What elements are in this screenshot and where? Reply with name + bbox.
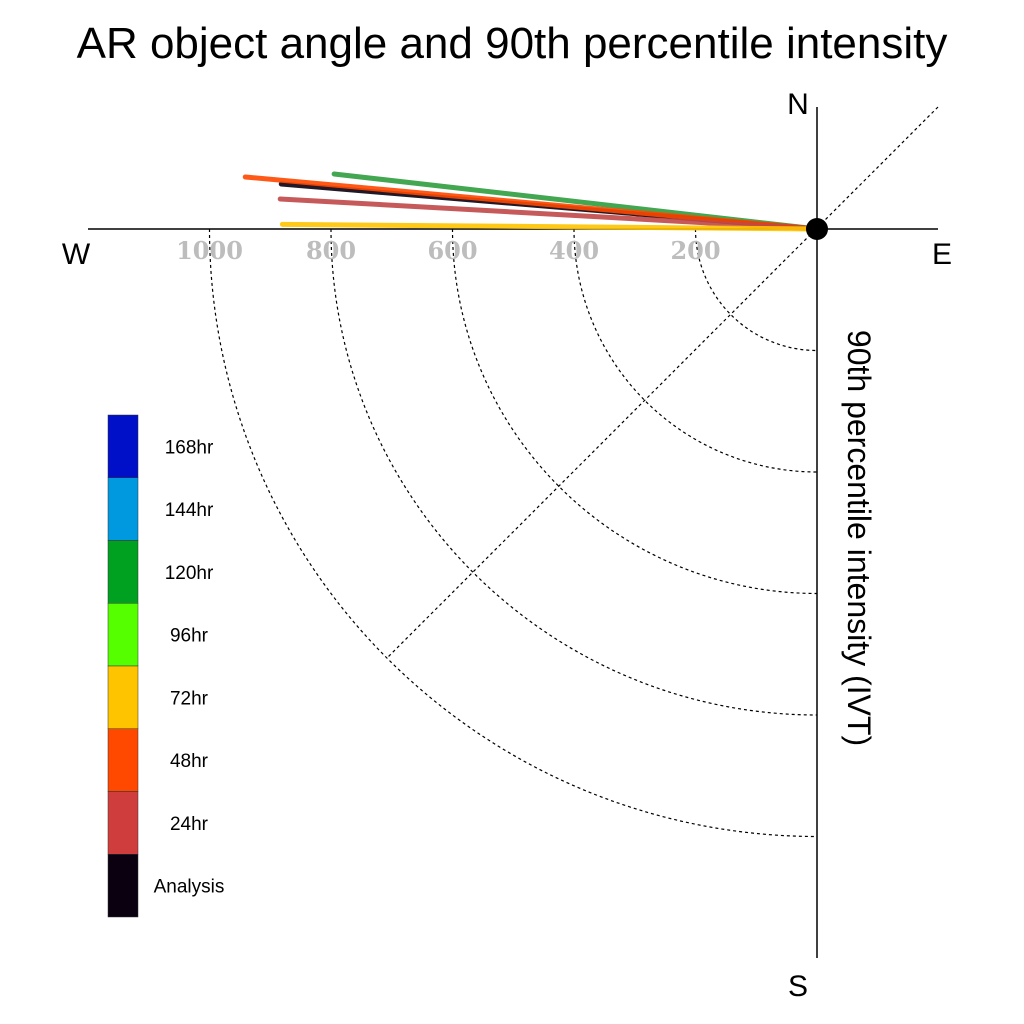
radial-tick-label: 800	[306, 236, 356, 265]
y-axis-label: 90th percentile intensity (IVT)	[841, 330, 877, 746]
radial-tick-labels: 200 400 600 800 1000	[176, 236, 720, 265]
legend-swatch-48hr	[107, 728, 139, 792]
vector-24hr	[277, 196, 820, 232]
vector-48hr	[242, 174, 820, 232]
legend: 168hr 144hr 120hr 96hr 72hr 48hr 24hr Analysis	[107, 414, 225, 918]
legend-swatch-120hr	[107, 540, 139, 604]
legend-label: 48hr	[170, 751, 209, 772]
vector-72hr	[279, 221, 820, 232]
compass-north-label: N	[787, 88, 809, 121]
radial-tick-label: 600	[427, 236, 477, 265]
compass-south-label: S	[788, 970, 808, 1003]
radial-grid-arc-600	[451, 228, 818, 595]
radial-grid-arc-1000	[208, 228, 818, 838]
legend-label: 72hr	[170, 688, 209, 709]
radial-grid-arc-400	[573, 228, 818, 473]
legend-label: 144hr	[165, 500, 214, 521]
origin-marker	[806, 218, 828, 240]
legend-label: 96hr	[170, 626, 209, 647]
radial-grid-arc-800	[330, 228, 818, 716]
legend-swatch-24hr	[107, 791, 139, 855]
radial-tick-label: 1000	[176, 236, 243, 265]
radial-tick-label: 200	[670, 236, 720, 265]
legend-swatch-72hr	[107, 665, 139, 729]
radial-grid-arc-200	[694, 228, 818, 352]
legend-swatch-144hr	[107, 477, 139, 541]
intensity-vectors	[242, 171, 820, 232]
diagonal-reference-line	[387, 106, 939, 658]
legend-label: Analysis	[154, 877, 225, 898]
radial-grid	[208, 228, 818, 838]
legend-swatch-168hr	[107, 414, 139, 478]
compass-east-label: E	[932, 238, 952, 271]
compass-west-label: W	[62, 238, 91, 271]
radial-tick-label: 400	[549, 236, 599, 265]
legend-swatch-analysis	[107, 854, 139, 918]
legend-swatch-96hr	[107, 603, 139, 667]
legend-label: 120hr	[165, 563, 214, 584]
legend-label: 168hr	[165, 437, 214, 458]
legend-label: 24hr	[170, 814, 209, 835]
chart-title: AR object angle and 90th percentile inte…	[77, 19, 948, 68]
